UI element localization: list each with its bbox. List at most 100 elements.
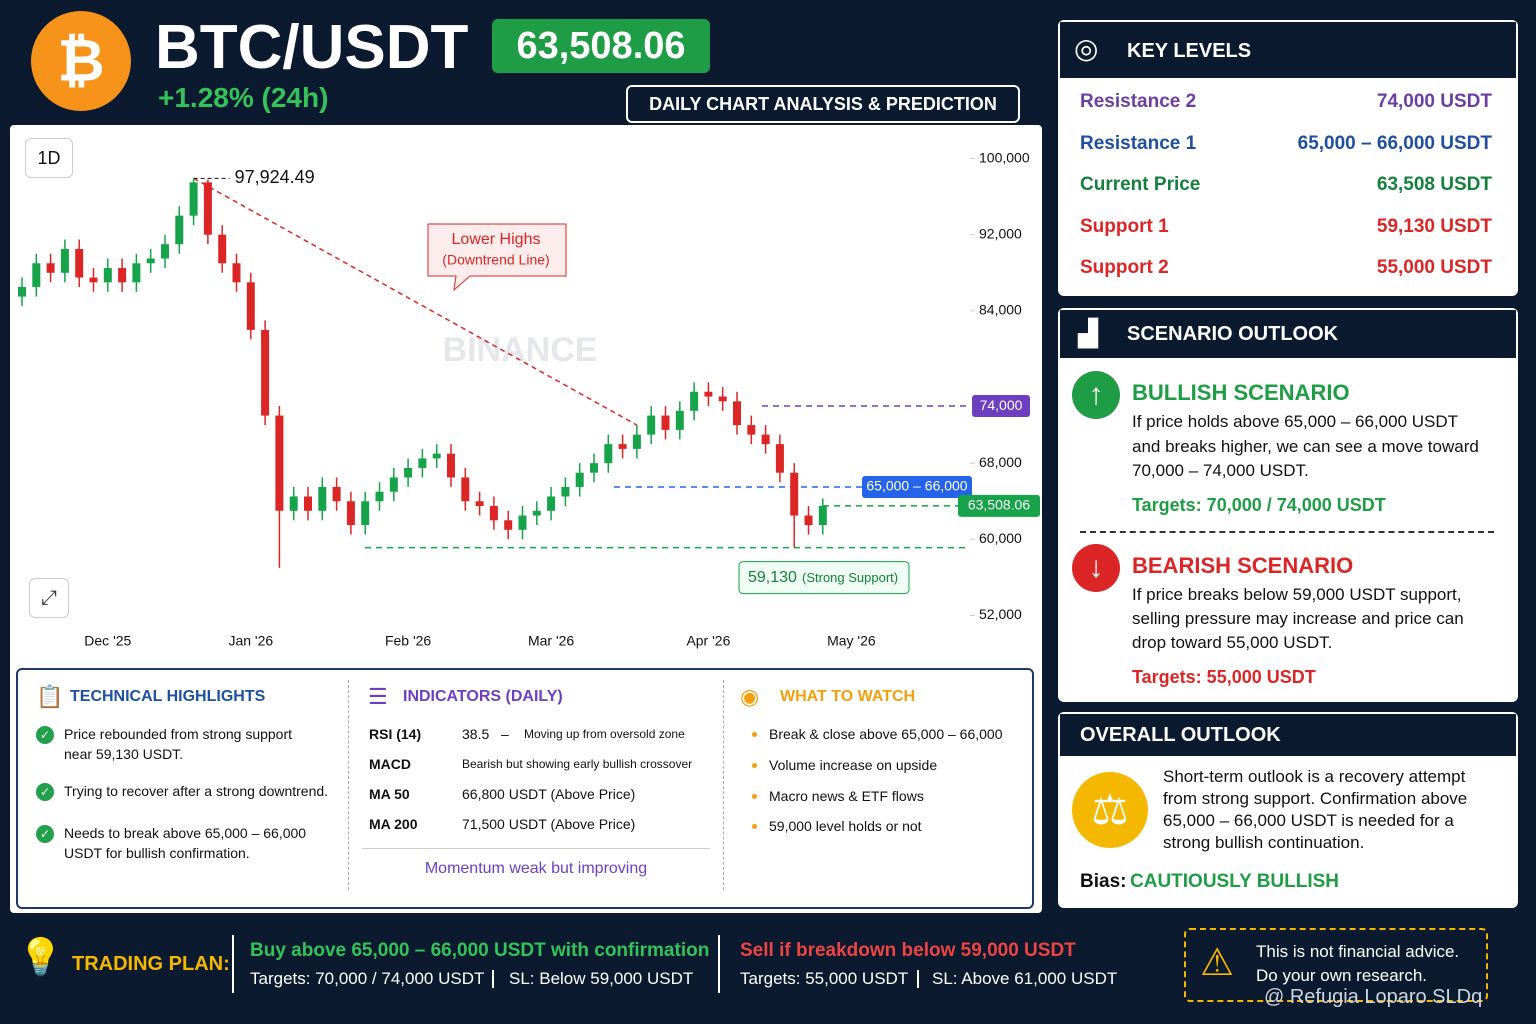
change: +1.28% (24h) [158,82,329,113]
x-tick-label: Feb '26 [385,633,431,649]
candle-body [618,444,627,449]
highlight-line: near 59,130 USDT. [64,746,184,762]
x-tick-label: Dec '25 [84,633,131,649]
candle-body [361,501,370,526]
pair: BTC/USDT [155,13,469,82]
candlestick-chart: BINANCE 52,000 60,000 68,000 84,000 92,000 10… [18,149,1040,649]
level-badge [972,395,1030,418]
candle-body [232,263,241,283]
level-label: 63,508.06 [968,497,1030,513]
watermark: BINANCE [443,331,598,369]
panel-title: OVERALL OUTLOOK [1080,724,1281,746]
eye-icon: ◉ [740,684,760,709]
level-value: 59,130 USDT [1376,215,1492,237]
candle-body [261,329,270,416]
candle-body [404,467,413,478]
candle-body [89,277,98,283]
annotation-bubble [427,223,567,292]
panel-header [1060,22,1516,78]
candle-body [489,506,498,521]
bullish-text: 70,000 – 74,000 USDT. [1132,461,1309,480]
candle-body [604,444,613,464]
up-icon: ↑ [1072,371,1120,419]
scenario-panel [1058,308,1518,702]
overall-text: strong bullish continuation. [1163,833,1365,852]
candle-body [146,258,155,264]
bullet [752,824,757,829]
indicator-name: MACD [369,756,411,772]
candle-body [132,263,141,283]
candle-body [818,505,827,526]
separator [1080,531,1494,533]
candle-body [118,268,127,283]
bullish-text: If price holds above 65,000 – 66,000 USD… [1132,412,1459,431]
expand-button[interactable]: ⤢ [29,578,69,618]
candle-body [189,182,198,216]
candle-body [432,453,441,459]
candle-body [775,444,784,473]
indicator-name: MA 200 [369,816,418,832]
disclaimer: Do your own research. [1256,966,1428,985]
watch-item: 59,000 level holds or not [769,818,922,834]
bias: CAUTIOUSLY BULLISH [1130,871,1340,892]
clipboard-icon: 📋 [36,684,64,709]
indicator-value: 38.5 [462,726,490,742]
level-value: 65,000 – 66,000 USDT [1297,132,1492,154]
bias-label: Bias: [1080,871,1127,892]
sell-line: Sell if breakdown below 59,000 USDT [740,940,1076,961]
candle-body [704,391,713,397]
candle-body [389,477,398,492]
chart-icon: ▟ [1078,318,1098,348]
y-tick-label: 52,000 [979,606,1022,622]
bullish-targets: Targets: 70,000 / 74,000 USDT [1132,495,1386,515]
y-tick-label: 68,000 [979,454,1022,470]
candle-body [218,234,227,264]
annotation-title: Lower Highs [452,231,541,248]
candle-body [275,415,284,511]
candle-body [175,215,184,245]
watch-item: Volume increase on upside [769,757,938,773]
level-badge [958,494,1040,517]
y-tick-label: 60,000 [979,530,1022,546]
separator [492,970,494,988]
divider [723,680,724,890]
y-tick-label: 100,000 [979,149,1030,165]
candle-body [561,486,570,497]
peak-label: 97,924.49 [235,167,315,187]
candle-body [718,396,727,402]
disclaimer: This is not financial advice. [1256,942,1460,961]
x-tick-label: May '26 [827,633,876,649]
scale-icon: ⚖ [1072,772,1148,848]
svg-text:₿: ₿ [57,28,104,93]
overall-text: Short-term outlook is a recovery attempt [1163,767,1466,786]
candle-body [690,391,699,411]
candle-body [661,415,670,430]
separator [362,848,710,849]
indicator-dash: – [501,726,509,742]
level-value: 55,000 USDT [1376,257,1492,278]
level-name: Current Price [1080,174,1201,195]
bearish-text: If price breaks below 59,000 USDT suppor… [1132,585,1462,604]
watch-item: Macro news & ETF flows [769,788,924,804]
footer-watermark: @ Refugia Loparo SLDq [1264,986,1483,1008]
bearish-text: selling pressure may increase and price … [1132,609,1464,628]
x-tick-label: Jan '26 [228,633,273,649]
timeframe[interactable]: 1D [25,138,73,178]
candle-body [289,496,298,511]
panel-title: SCENARIO OUTLOOK [1127,323,1339,345]
bullish-text: and breaks higher, we can see a move tow… [1132,437,1479,456]
separator [917,970,919,988]
candle-body [747,425,756,435]
disclaimer-box [1184,928,1488,1002]
panel-header [1060,714,1516,756]
candle-body [318,486,327,511]
level-name: Resistance 2 [1080,91,1197,112]
level-label: 74,000 [980,397,1023,413]
divider [232,935,234,993]
check-icon: ✓ [36,825,54,843]
bearish-title: BEARISH SCENARIO [1132,553,1354,578]
level-name: Support 1 [1080,215,1169,237]
indicator-note: Bearish but showing early bullish crosso… [462,757,693,771]
candle-body [246,282,255,330]
support-note: (Strong Support) [802,570,898,585]
